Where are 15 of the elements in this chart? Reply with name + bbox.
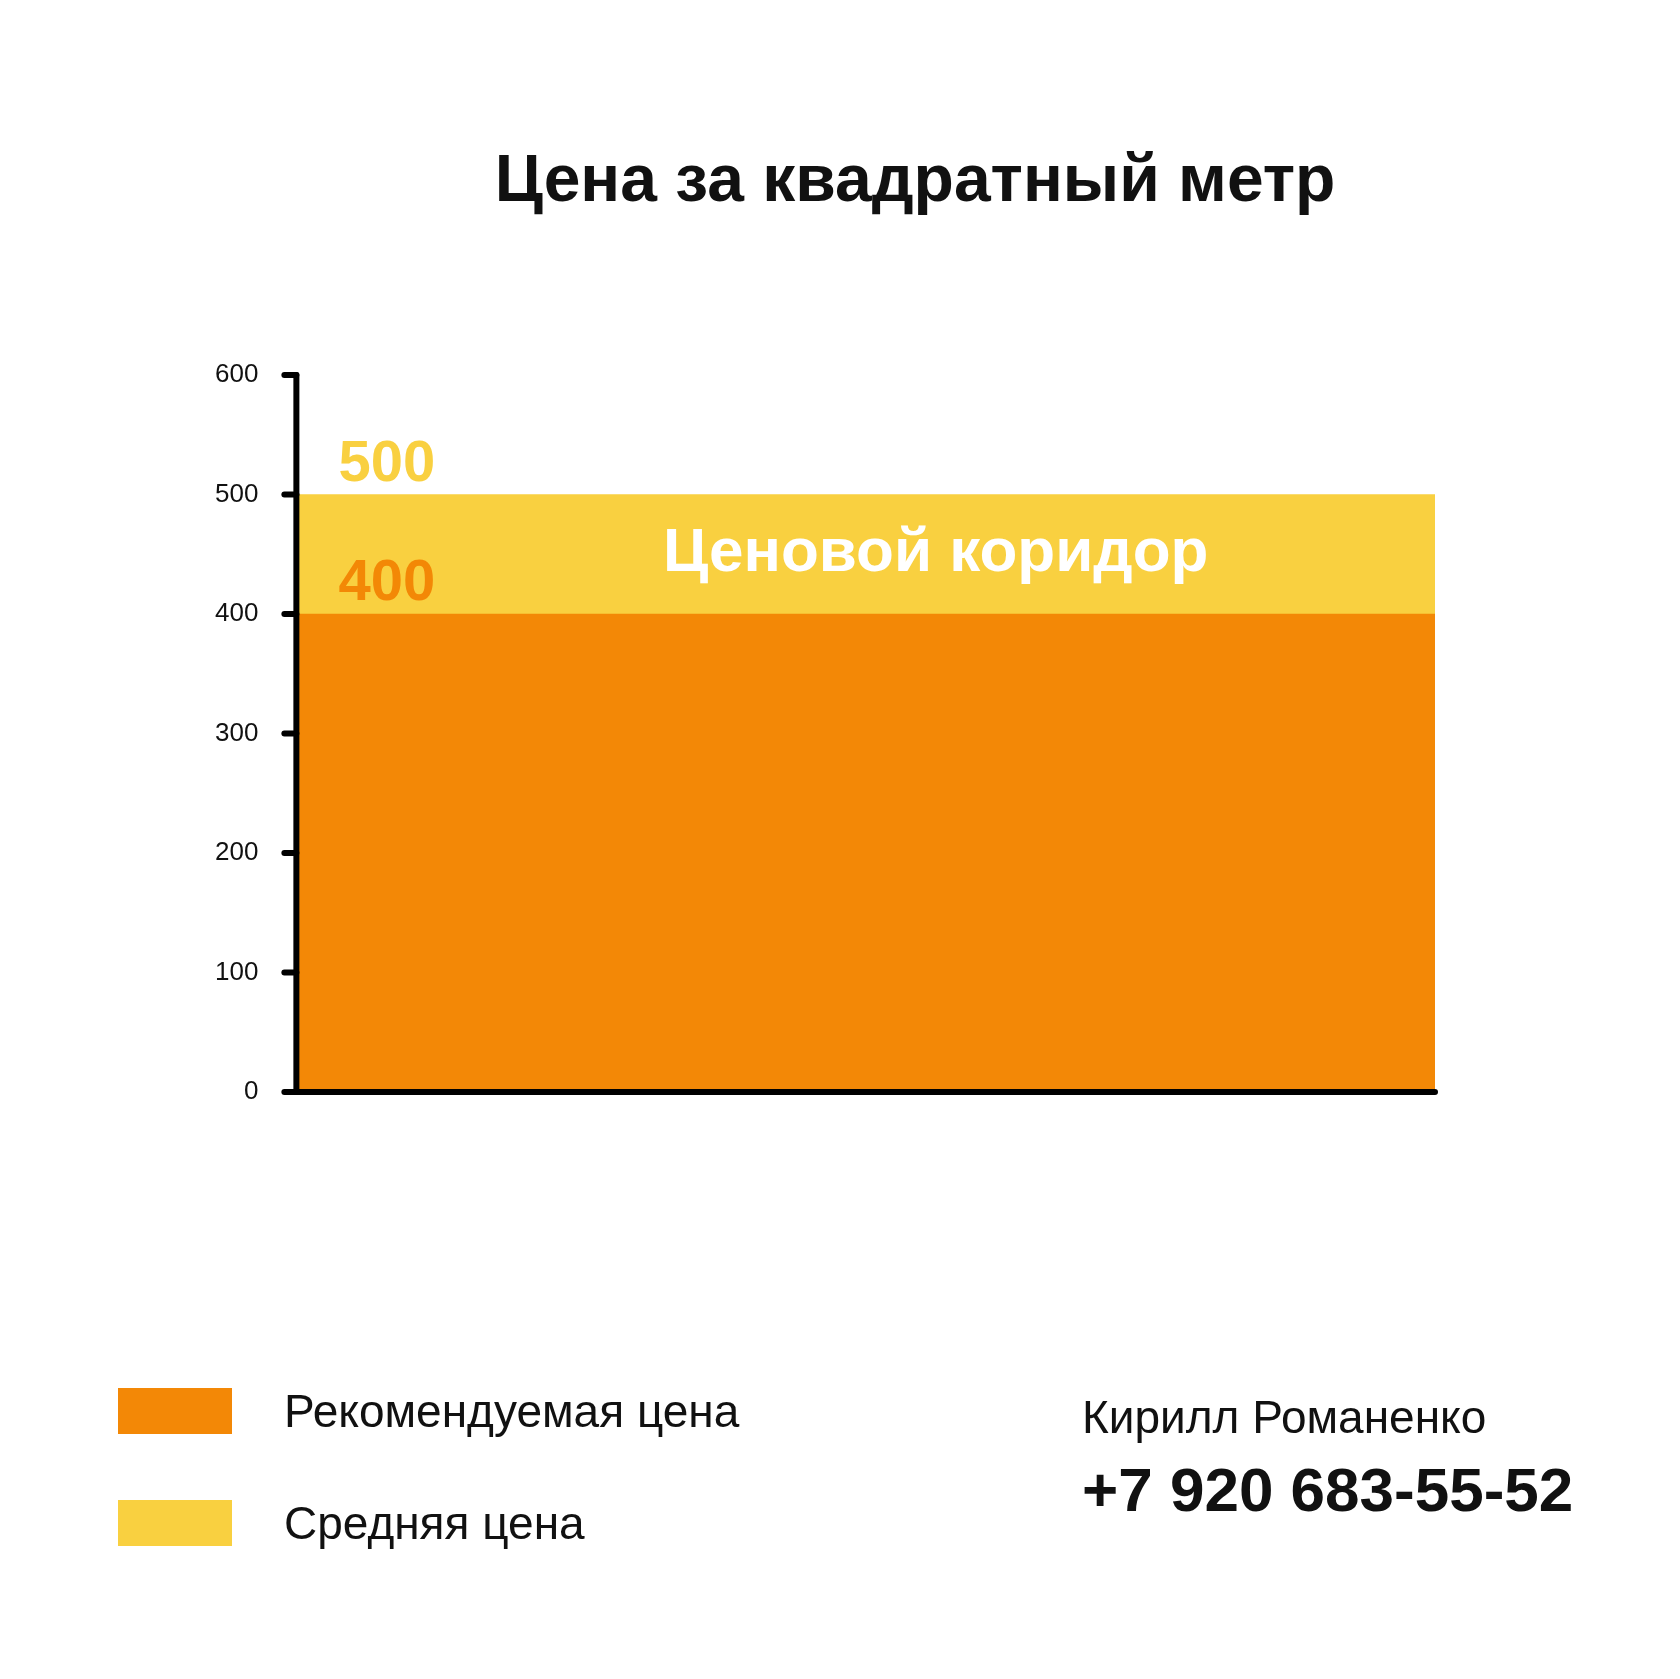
- y-tick-label: 400: [214, 597, 259, 628]
- data-label: 400: [338, 547, 436, 612]
- y-tick-label: 0: [243, 1075, 259, 1106]
- y-tick-label: 500: [214, 477, 259, 508]
- text: Кирилл Романенко: [1082, 1390, 1488, 1444]
- y-tick-label: 300: [214, 716, 259, 747]
- y-tick-label: 600: [214, 358, 259, 389]
- annotation: Ценовой коридор: [662, 515, 1209, 585]
- chart-title: Цена за квадратный метр: [493, 140, 1337, 216]
- legend-label: Рекомендуемая цена: [284, 1384, 740, 1438]
- text: +7 920 683-55-52: [1082, 1454, 1574, 1525]
- y-tick-label: 100: [214, 955, 259, 986]
- legend-label: Средняя цена: [284, 1496, 585, 1550]
- y-tick-label: 200: [214, 836, 259, 867]
- total-label: 500: [338, 427, 436, 493]
